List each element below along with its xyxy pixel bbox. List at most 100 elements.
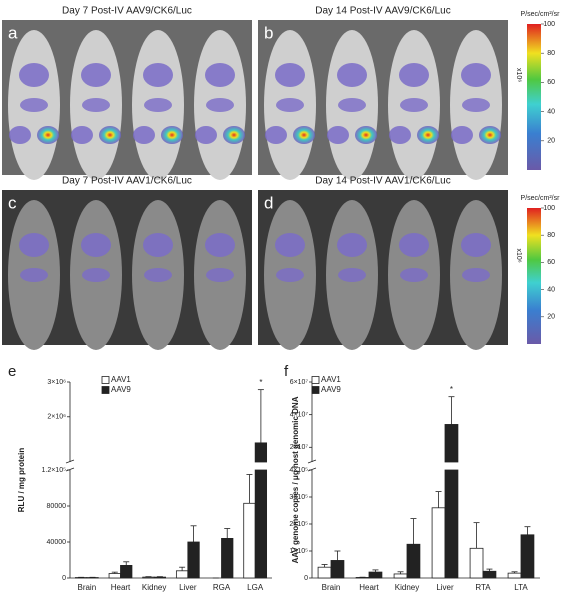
error-bar	[224, 528, 231, 539]
signal	[19, 63, 49, 87]
signal	[451, 126, 473, 144]
bar	[243, 502, 256, 579]
colorbar-scale: x10⁶	[515, 68, 522, 82]
error-bar	[448, 396, 455, 425]
error-bar	[123, 561, 130, 566]
x-tick-label: Brain	[322, 583, 341, 592]
error-bar	[511, 571, 518, 574]
axis-break	[65, 467, 75, 472]
panel-label: d	[264, 193, 273, 212]
bar	[221, 538, 234, 579]
signal	[82, 268, 110, 282]
signal	[400, 98, 428, 112]
signal	[400, 268, 428, 282]
colorbar-tick-label: 20	[547, 138, 555, 145]
colorbar-unit: P/sec/cm²/sr	[521, 11, 561, 18]
y-tick-label: 1.2×10⁵	[41, 467, 66, 474]
annotation: *	[259, 378, 262, 387]
bar	[175, 570, 189, 579]
colorbar	[527, 208, 541, 344]
signal	[275, 63, 305, 87]
signal	[71, 126, 93, 144]
signal	[9, 126, 31, 144]
error-bar	[486, 568, 493, 572]
x-tick-label: LTA	[514, 583, 528, 592]
signal	[81, 233, 111, 257]
signal	[144, 268, 172, 282]
bar	[507, 572, 522, 579]
signal	[461, 63, 491, 87]
panel-title: Day 14 Post-IV AAV1/CK6/Luc	[315, 176, 450, 187]
signal	[143, 233, 173, 257]
signal	[133, 126, 155, 144]
bar	[444, 469, 459, 579]
bar	[444, 424, 459, 463]
panel-title: Day 7 Post-IV AAV9/CK6/Luc	[62, 6, 192, 17]
x-tick-label: Kidney	[142, 583, 166, 592]
y-tick-label: 0	[304, 575, 308, 582]
signal	[144, 98, 172, 112]
signal	[337, 233, 367, 257]
x-tick-label: Kidney	[395, 583, 419, 592]
y-tick-label: 2×10⁷	[290, 444, 309, 451]
legend-swatch	[101, 376, 110, 384]
bar	[254, 442, 268, 463]
error-bar	[334, 550, 341, 561]
signal	[462, 98, 490, 112]
error-bar	[190, 525, 197, 542]
colorbar-tick-label: 20	[547, 314, 555, 321]
colorbar	[527, 24, 541, 170]
bar	[108, 573, 121, 579]
error-bar	[473, 522, 480, 549]
y-tick-label: 6×10⁷	[290, 379, 309, 386]
y-tick-label: 3×10⁵	[289, 494, 308, 501]
colorbar-unit: P/sec/cm²/sr	[521, 195, 561, 202]
bar	[469, 547, 484, 579]
colorbar-tick-label: 100	[543, 21, 555, 28]
y-tick-label: 1×10⁵	[289, 548, 308, 555]
error-bar	[524, 526, 531, 535]
signal	[399, 233, 429, 257]
signal	[143, 63, 173, 87]
x-tick-label: RGA	[213, 583, 231, 592]
y-tick-label: 80000	[47, 503, 67, 510]
legend-label: AAV9	[321, 385, 341, 394]
panel-title: Day 14 Post-IV AAV9/CK6/Luc	[315, 6, 450, 17]
bar	[406, 543, 421, 579]
signal	[206, 268, 234, 282]
error-bar	[111, 571, 118, 574]
signal	[82, 98, 110, 112]
bar	[254, 469, 268, 579]
y-axis-label: AAV genome copies / μg host genomic DNA	[291, 396, 300, 563]
signal	[20, 98, 48, 112]
error-bar	[410, 518, 417, 545]
colorbar-tick-label: 40	[547, 286, 555, 293]
signal	[337, 63, 367, 87]
legend-swatch	[311, 386, 320, 394]
colorbar-tick-label: 60	[547, 79, 555, 86]
bar	[330, 560, 345, 579]
bar	[482, 570, 497, 579]
signal	[206, 98, 234, 112]
panel-label: a	[8, 23, 18, 42]
x-tick-label: Liver	[436, 583, 454, 592]
legend-label: AAV1	[111, 375, 131, 384]
y-tick-label: 0	[62, 575, 66, 582]
signal	[223, 126, 245, 144]
legend-label: AAV1	[321, 375, 341, 384]
bar	[142, 576, 155, 579]
y-tick-label: 2×10⁵	[289, 521, 308, 528]
bar	[187, 541, 200, 579]
signal	[20, 268, 48, 282]
y-tick-label: 4×10⁷	[290, 411, 309, 418]
axis-break	[307, 467, 317, 472]
panel-title: Day 7 Post-IV AAV1/CK6/Luc	[62, 176, 192, 187]
x-tick-label: Liver	[179, 583, 197, 592]
signal	[399, 63, 429, 87]
signal	[389, 126, 411, 144]
bar	[317, 566, 332, 579]
error-bar	[372, 569, 379, 573]
signal	[462, 268, 490, 282]
signal	[265, 126, 287, 144]
